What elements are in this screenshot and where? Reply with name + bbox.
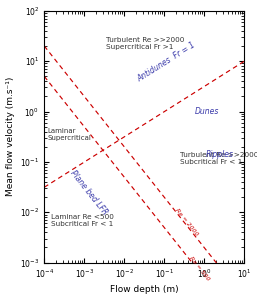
Text: Turbulent Re >>2000
Supercritical Fr >1: Turbulent Re >>2000 Supercritical Fr >1 xyxy=(106,37,184,50)
Text: Re = 2000: Re = 2000 xyxy=(174,207,199,236)
Text: Laminar
Supercritical: Laminar Supercritical xyxy=(47,128,91,141)
Text: Laminar Re <500
Subcritical Fr < 1: Laminar Re <500 Subcritical Fr < 1 xyxy=(51,214,114,227)
Text: Ripples: Ripples xyxy=(206,150,234,159)
Y-axis label: Mean flow velocity (m.s⁻¹): Mean flow velocity (m.s⁻¹) xyxy=(6,77,15,196)
Text: Re = 500: Re = 500 xyxy=(188,256,210,282)
X-axis label: Flow depth (m): Flow depth (m) xyxy=(110,285,179,294)
Text: Antidunes  Fr = 1: Antidunes Fr = 1 xyxy=(135,41,197,84)
Text: Plane bed LFR: Plane bed LFR xyxy=(69,169,109,217)
Text: Dunes: Dunes xyxy=(195,107,219,116)
Text: Turbulent Re >>2000
Subcritical Fr < 1: Turbulent Re >>2000 Subcritical Fr < 1 xyxy=(180,152,257,165)
